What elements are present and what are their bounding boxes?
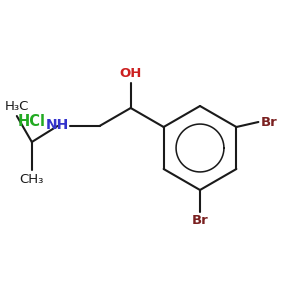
Text: OH: OH	[119, 67, 142, 80]
Text: H₃C: H₃C	[4, 100, 29, 113]
Text: Br: Br	[192, 214, 208, 227]
Text: Br: Br	[260, 116, 277, 128]
Text: CH₃: CH₃	[20, 173, 44, 186]
Text: HCl: HCl	[18, 113, 46, 128]
Text: NH: NH	[45, 118, 68, 132]
